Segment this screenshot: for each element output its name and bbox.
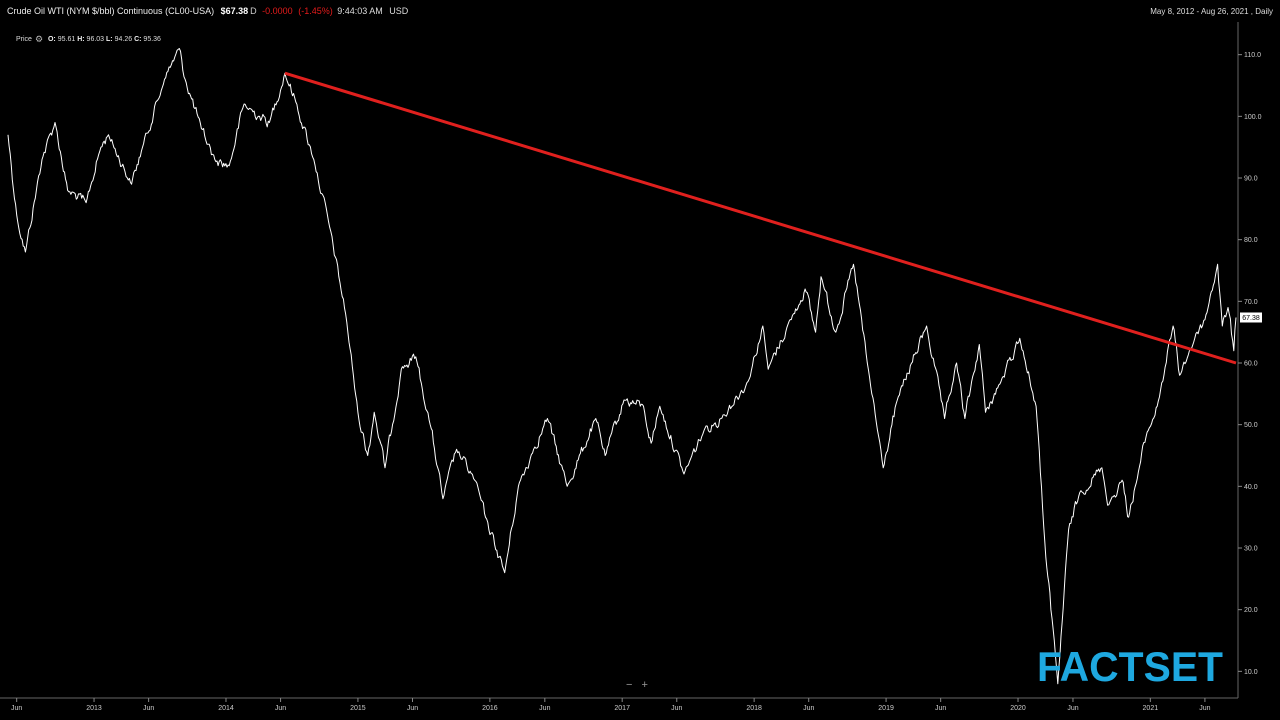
low-label: L: [106,36,113,43]
currency: USD [389,6,409,16]
x-tick-label: Jun [143,705,154,712]
zoom-controls: − + [626,679,657,691]
x-tick-label: Jun [671,705,682,712]
open-value: 95.61 [57,36,76,43]
y-axis: 10.0 20.0 30.0 40.0 50.0 60.0 70.0 80.0 90.0 100.… [1237,22,1262,698]
x-tick-label: Jun [11,705,22,712]
x-tick-label: Jun [1199,705,1210,712]
last-price-tag [1240,312,1262,323]
chart-header: Crude Oil WTI (NYM $/bbl) Continuous (CL… [0,0,1280,22]
quote-time: 9:44:03 AM [337,6,383,16]
y-tick-label: 30.0 [1244,546,1258,553]
x-axis: Jun 2013 Jun 2014 Jun 2015 Jun 2016 Jun 2017 Jun 20… [0,697,1238,712]
x-tick-label: 2021 [1143,705,1159,712]
y-tick-label: 50.0 [1244,422,1258,429]
x-tick-label: 2018 [746,705,762,712]
close-value: 95.36 [143,36,161,43]
instrument-name: Crude Oil WTI (NYM $/bbl) Continuous [7,6,163,16]
x-tick-label: 2015 [350,705,366,712]
chart-title: Crude Oil WTI (NYM $/bbl) Continuous (CL… [7,6,408,16]
y-tick-label: 90.0 [1244,176,1258,183]
factset-logo-graphic: FACTSET [1037,643,1223,690]
x-tick-label: Jun [1067,705,1078,712]
price-flag: D [250,6,257,16]
gear-icon[interactable]: ⚙ [34,34,44,44]
x-tick-label: 2017 [614,705,630,712]
x-tick-label: 2014 [218,705,234,712]
x-tick-label: Jun [539,705,550,712]
y-tick-label: 100.0 [1244,114,1262,121]
open-label: O: [47,36,56,43]
y-tick-label: 60.0 [1244,361,1258,368]
zoom-out-button[interactable]: − [626,679,633,691]
x-tick-label: Jun [803,705,814,712]
ticker-symbol: (CL00-USA) [165,6,215,16]
y-tick-label: 40.0 [1244,484,1258,491]
low-value: 94.26 [114,36,133,43]
plot-area[interactable] [7,48,1237,685]
x-tick-label: 2019 [878,705,894,712]
zoom-in-button[interactable]: + [641,679,648,691]
last-price: $67.38 [220,6,249,16]
x-tick-label: Jun [407,705,418,712]
high-label: H: [77,36,85,43]
x-tick-label: Jun [275,705,286,712]
price-change: -0.0000 [262,6,293,16]
x-tick-label: 2016 [482,705,498,712]
resistance-trendline[interactable] [284,71,1237,365]
y-tick-label: 20.0 [1244,607,1258,614]
close-label: C: [134,36,142,43]
price-series-line [7,48,1237,685]
x-tick-label: 2020 [1010,705,1026,712]
y-tick-label: 70.0 [1244,299,1258,306]
high-value: 96.03 [86,36,105,43]
price-change-percent: (-1.45%) [298,6,333,16]
date-range[interactable]: May 8, 2012 - Aug 26, 2021 , Daily [1150,7,1273,16]
factset-logo: FACTSET [1037,643,1227,692]
y-tick-label: 80.0 [1244,237,1258,244]
series-label: Price [16,36,32,43]
last-price-tag-label: 67.38 [1242,315,1260,322]
y-tick-label: 10.0 [1244,669,1258,676]
logo-wordmark: FACTSET [1037,643,1223,687]
x-tick-label: Jun [935,705,946,712]
ohlc-legend: Price ⚙ O: 95.61 H: 96.03 L: 94.26 C: 95.… [16,34,161,45]
x-tick-label: 2013 [86,705,102,712]
y-tick-label: 110.0 [1244,52,1261,59]
